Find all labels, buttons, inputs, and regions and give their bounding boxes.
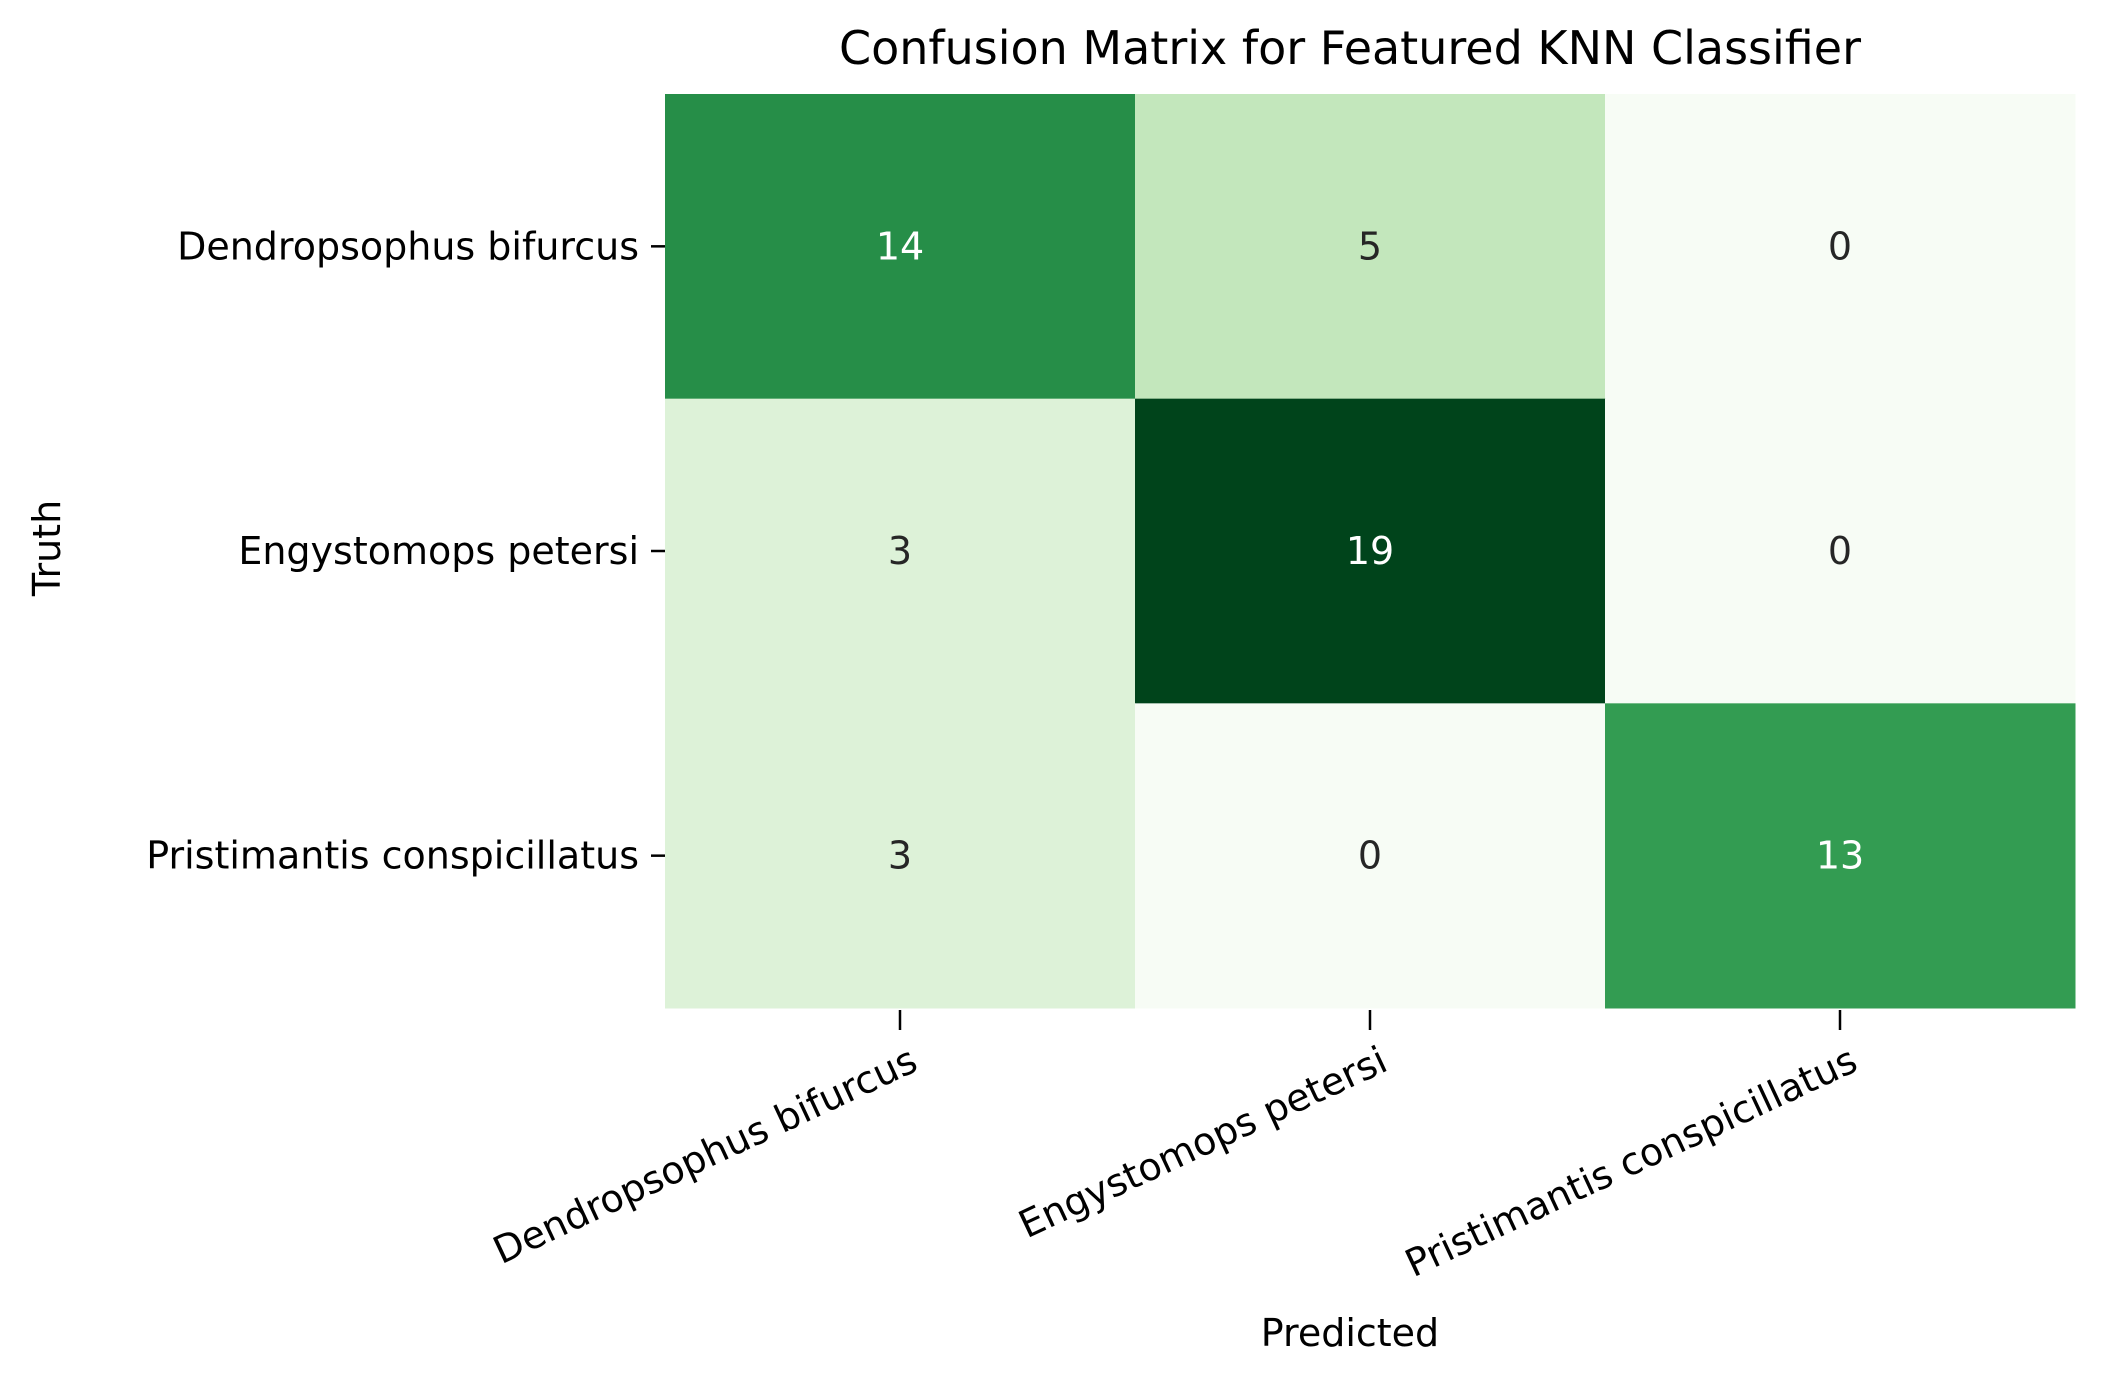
- heatmap-cell-r2-c1: [1135, 703, 1606, 1009]
- cell-value-r1-c1: 19: [1346, 529, 1394, 573]
- y-axis-label: Truth: [25, 500, 69, 597]
- cell-value-r2-c1: 0: [1358, 834, 1382, 878]
- heatmap-cell-r0-c1: [1135, 94, 1606, 400]
- cell-value-r1-c2: 0: [1828, 529, 1852, 573]
- heatmap-cell-r0-c2: [1605, 94, 2076, 400]
- x-tick-label-0: Dendropsophus bifurcus: [486, 1038, 923, 1273]
- chart-title: Confusion Matrix for Featured KNN Classi…: [839, 21, 1861, 75]
- cell-value-r1-c0: 3: [888, 529, 912, 573]
- heatmap-cell-r2-c2: [1605, 703, 2076, 1009]
- cell-value-r0-c2: 0: [1828, 224, 1852, 268]
- cell-value-r0-c1: 5: [1358, 224, 1382, 268]
- cell-value-r2-c2: 13: [1816, 834, 1864, 878]
- heatmap-cell-labels: 14 5 0 3 19 0 3 0 13: [876, 224, 1864, 877]
- heatmap-cells: [665, 94, 2076, 1009]
- x-axis-ticks: Dendropsophus bifurcus Engystomops peters…: [486, 1010, 1864, 1286]
- heatmap-cell-r0-c0: [665, 94, 1136, 400]
- y-axis-ticks: Dendropsophus bifurcus Engystomops peters…: [146, 224, 665, 878]
- x-tick-label-2: Pristimantis conspicillatus: [1398, 1038, 1863, 1286]
- heatmap-cell-r2-c0: [665, 703, 1136, 1009]
- heatmap-cell-r1-c0: [665, 398, 1136, 704]
- heatmap-cell-r1-c1: [1135, 398, 1606, 704]
- x-tick-label-1: Engystomops petersi: [1012, 1038, 1394, 1247]
- cell-value-r0-c0: 14: [876, 224, 924, 268]
- x-axis-label: Predicted: [1261, 1311, 1439, 1355]
- y-tick-label-2: Pristimantis conspicillatus: [146, 834, 639, 878]
- y-tick-label-1: Engystomops petersi: [238, 529, 639, 573]
- cell-value-r2-c0: 3: [888, 834, 912, 878]
- heatmap-cell-r1-c2: [1605, 398, 2076, 704]
- y-tick-label-0: Dendropsophus bifurcus: [177, 224, 639, 268]
